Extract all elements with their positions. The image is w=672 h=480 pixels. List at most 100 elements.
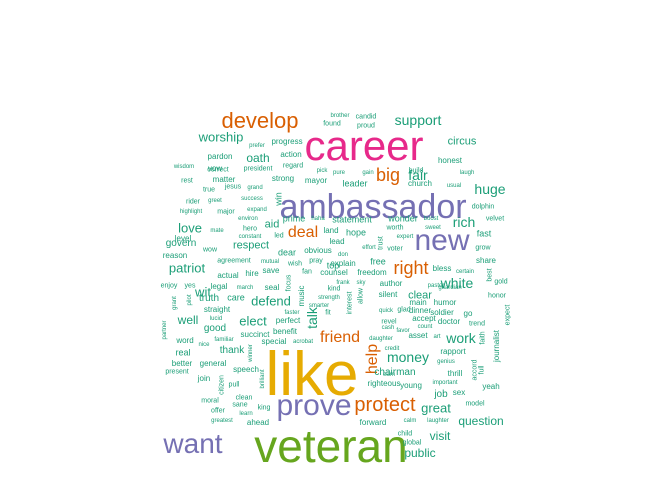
- word-well: well: [177, 313, 199, 327]
- word-clean: clean: [235, 394, 253, 402]
- word-revel: revel: [381, 318, 397, 326]
- word-full: full: [478, 365, 486, 375]
- word-action: action: [280, 150, 302, 159]
- word-gain: gain: [362, 170, 374, 176]
- word-earn: earn: [382, 372, 396, 378]
- word-gold: gold: [494, 278, 508, 286]
- word-succinct: succinct: [240, 330, 270, 339]
- word-usual: usual: [446, 183, 462, 189]
- word-reason: reason: [162, 251, 188, 260]
- word-better: better: [171, 359, 193, 368]
- word-growth: grow: [475, 244, 491, 252]
- word-prefer: prefer: [249, 143, 265, 149]
- word-main: main: [409, 298, 427, 307]
- word-save: save: [262, 266, 280, 275]
- word-doctor: doctor: [437, 317, 461, 326]
- word-word: word: [176, 336, 194, 345]
- word-best: best: [486, 268, 494, 282]
- word-matter: matter: [212, 175, 236, 184]
- word-new: new: [414, 224, 470, 257]
- word-chairman: chairman: [374, 367, 416, 378]
- word-mate: mate: [210, 228, 224, 234]
- word-thrill: thrill: [447, 369, 463, 378]
- word-boost: boost: [423, 216, 439, 222]
- word-frank: frank: [336, 280, 350, 286]
- word-forward: forward: [359, 418, 387, 427]
- word-fit: fit: [325, 309, 331, 317]
- word-favor: favor: [396, 328, 410, 334]
- word-faster: faster: [284, 310, 300, 316]
- word-pull: pull: [228, 381, 240, 389]
- word-genius: genius: [437, 359, 455, 365]
- word-question: question: [458, 414, 504, 428]
- word-velvet: velvet: [485, 215, 505, 223]
- word-fan: fan: [302, 268, 312, 276]
- word-benefit: benefit: [272, 327, 298, 336]
- word-defend: defend: [251, 293, 291, 309]
- word-build: build: [408, 167, 424, 175]
- word-voter: voter: [387, 245, 403, 253]
- word-care: care: [227, 292, 245, 303]
- word-led: led: [274, 232, 284, 240]
- word-mayor: mayor: [304, 176, 328, 185]
- word-cash: cash: [381, 325, 395, 331]
- word-journalist: journalist: [492, 329, 501, 363]
- word-money: money: [386, 349, 430, 365]
- word-ahead: ahead: [246, 418, 270, 427]
- word-right: right: [393, 258, 429, 278]
- word-offer: offer: [211, 407, 225, 415]
- word-leader: leader: [342, 178, 368, 189]
- word-grant: grant: [172, 296, 178, 310]
- word-sane: sane: [232, 401, 248, 409]
- word-art: art: [433, 334, 441, 340]
- word-rich: rich: [452, 214, 476, 230]
- word-learn: learn: [239, 411, 253, 417]
- word-hope: hope: [345, 227, 367, 238]
- word-top: top: [326, 260, 340, 271]
- word-don: don: [337, 252, 349, 258]
- word-yeah: yeah: [482, 382, 500, 391]
- word-free: free: [370, 256, 386, 267]
- word-faith: faith: [479, 331, 487, 345]
- word-lucid: lucid: [209, 316, 223, 322]
- word-big: big: [375, 165, 401, 185]
- word-expand: expand: [247, 207, 267, 213]
- word-actual: actual: [217, 271, 239, 280]
- word-constant: constant: [238, 234, 262, 240]
- word-prove: prove: [276, 389, 352, 422]
- word-model: model: [465, 400, 485, 408]
- word-rest: rest: [181, 177, 193, 185]
- word-young: young: [400, 381, 422, 390]
- word-great: great: [421, 400, 451, 416]
- word-join: join: [197, 374, 211, 383]
- word-laugh: laugh: [459, 170, 475, 176]
- word-count: count: [417, 324, 433, 330]
- word-statement: statement: [332, 214, 372, 225]
- word-quick: quick: [378, 308, 394, 314]
- word-honor: honor: [488, 292, 506, 300]
- word-music: music: [297, 285, 306, 307]
- word-pure: pure: [332, 170, 346, 176]
- word-job: job: [434, 389, 448, 400]
- word-grand: grand: [247, 185, 263, 191]
- word-king: king: [257, 404, 271, 412]
- word-president: president: [243, 165, 273, 173]
- word-white: white: [440, 275, 474, 291]
- word-work: work: [446, 330, 476, 346]
- word-jesus: jesus: [224, 183, 242, 191]
- word-support: support: [394, 112, 442, 128]
- word-perfect: perfect: [275, 316, 301, 325]
- word-thank: thank: [219, 345, 245, 356]
- word-win: win: [273, 192, 284, 206]
- word-share: share: [475, 256, 497, 265]
- word-guardian: guardian: [438, 285, 462, 291]
- word-protect: protect: [354, 394, 416, 416]
- word-wit: wit: [195, 284, 211, 300]
- word-wonder: wonder: [388, 213, 418, 224]
- word-trend: trend: [469, 320, 485, 328]
- word-child: child: [397, 430, 413, 438]
- word-ambassador: ambassador: [279, 188, 467, 226]
- word-moral: moral: [201, 397, 219, 405]
- word-counsel: counsel: [320, 268, 348, 277]
- word-familiar: familiar: [214, 337, 234, 343]
